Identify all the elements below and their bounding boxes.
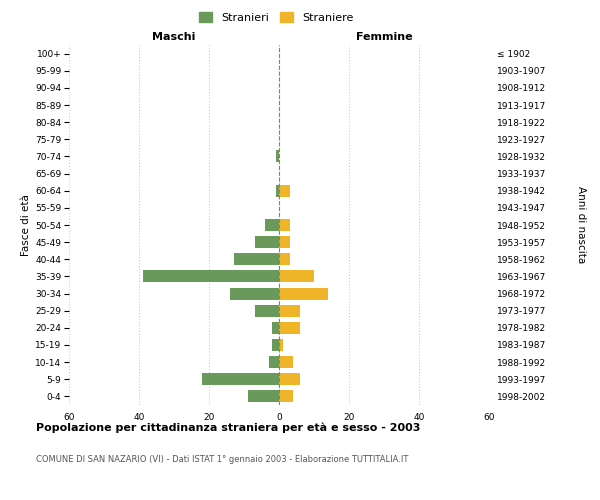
Bar [272, 322, 279, 334]
Bar [279, 288, 328, 300]
Y-axis label: Fasce di età: Fasce di età [21, 194, 31, 256]
Text: Maschi: Maschi [152, 32, 196, 42]
Bar [279, 184, 290, 196]
Bar [269, 356, 279, 368]
Bar [279, 322, 300, 334]
Bar [248, 390, 279, 402]
Bar [233, 254, 279, 266]
Text: Popolazione per cittadinanza straniera per età e sesso - 2003: Popolazione per cittadinanza straniera p… [36, 422, 421, 433]
Y-axis label: Anni di nascita: Anni di nascita [577, 186, 586, 264]
Bar [143, 270, 279, 282]
Text: Femmine: Femmine [356, 32, 412, 42]
Bar [275, 150, 279, 162]
Bar [279, 390, 293, 402]
Bar [254, 304, 279, 316]
Bar [279, 236, 290, 248]
Bar [279, 356, 293, 368]
Bar [279, 374, 300, 386]
Bar [254, 236, 279, 248]
Bar [279, 254, 290, 266]
Bar [275, 184, 279, 196]
Bar [279, 339, 283, 351]
Text: COMUNE DI SAN NAZARIO (VI) - Dati ISTAT 1° gennaio 2003 - Elaborazione TUTTITALI: COMUNE DI SAN NAZARIO (VI) - Dati ISTAT … [36, 455, 409, 464]
Legend: Stranieri, Straniere: Stranieri, Straniere [194, 8, 358, 28]
Bar [279, 219, 290, 231]
Bar [230, 288, 279, 300]
Bar [279, 304, 300, 316]
Bar [279, 270, 314, 282]
Bar [202, 374, 279, 386]
Bar [272, 339, 279, 351]
Bar [265, 219, 279, 231]
